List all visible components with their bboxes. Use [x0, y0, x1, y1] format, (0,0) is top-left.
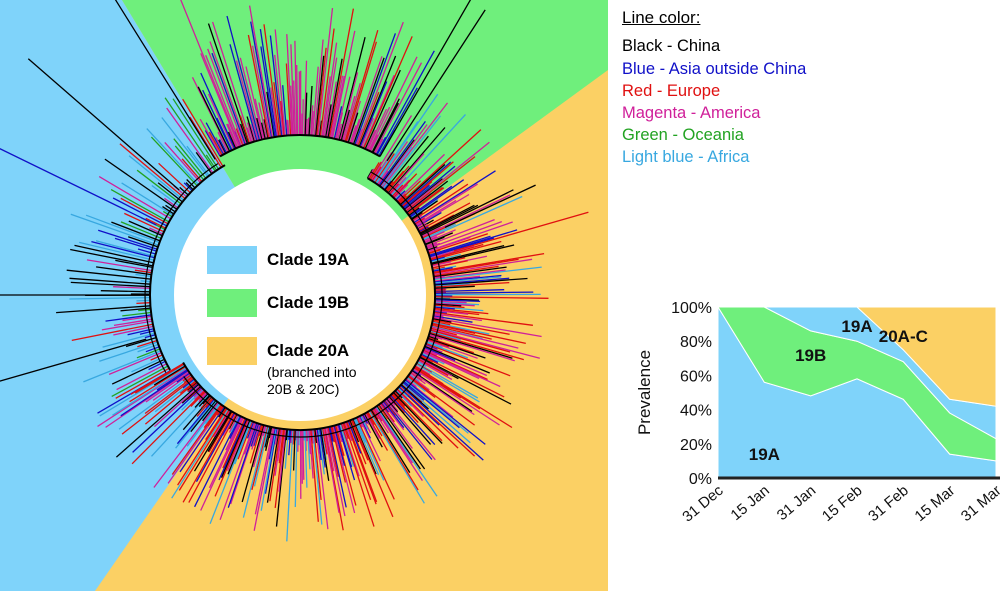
y-tick-label: 100%	[671, 300, 712, 317]
prevalence-area-chart: 0% 20% 40% 60% 80% 100% Prevalence 31 Dec 15 Jan…	[635, 300, 1000, 526]
area-series-20a-c-3	[718, 306, 997, 407]
legend-entry-europe: Red - Europe	[622, 82, 721, 100]
clade-20a-note: (branched into 20B & 20C)	[267, 364, 357, 398]
tree-branches	[0, 0, 589, 542]
y-axis-ticks: 0% 20% 40% 60% 80% 100%	[671, 300, 712, 488]
x-tick-label: 31 Feb	[865, 482, 912, 525]
area-labels: 19A 19B 19A 20A-C	[749, 317, 928, 464]
clade-19b-label: Clade 19B	[267, 293, 350, 312]
area-label: 19B	[795, 346, 826, 365]
clade-19b-swatch	[207, 289, 257, 317]
legend-entry-oceania: Green - Oceania	[622, 126, 744, 144]
clade-20a-label: Clade 20A	[267, 341, 350, 360]
y-tick-label: 40%	[680, 403, 712, 420]
clade-19a-swatch	[207, 246, 257, 274]
y-axis-label: Prevalence	[635, 350, 654, 435]
clade-20a-note-line-1: (branched into	[267, 364, 357, 380]
clade-20a-note-line-2: 20B & 20C)	[267, 381, 340, 397]
area-label: 20A-C	[879, 327, 928, 346]
legend-title: Line color:	[622, 8, 701, 27]
legend-entry-africa: Light blue - Africa	[622, 148, 750, 166]
x-tick-label: 31 Dec	[679, 482, 727, 526]
y-tick-label: 20%	[680, 437, 712, 454]
clade-19b-region	[122, 0, 608, 295]
phylogenetic-tree-panel: Clade 19A Clade 19B Clade 20A (branched …	[0, 0, 608, 591]
clade-20a-swatch	[207, 337, 257, 365]
area-label: 19A	[841, 317, 872, 336]
y-tick-label: 0%	[689, 471, 712, 488]
clade-19a-label: Clade 19A	[267, 250, 350, 269]
area-label: 19A	[749, 445, 780, 464]
x-axis-ticks: 31 Dec 15 Jan 31 Jan 15 Feb 31 Feb 15 Mar 31 M…	[679, 482, 1000, 526]
x-tick-label: 15 Jan	[727, 482, 772, 524]
x-tick-label: 31 Mar	[958, 482, 1000, 525]
legend-entry-america: Magenta - America	[622, 104, 761, 122]
x-tick-label: 15 Feb	[819, 482, 866, 525]
legend-entry-asia: Blue - Asia outside China	[622, 60, 807, 78]
y-tick-label: 80%	[680, 334, 712, 351]
y-tick-label: 60%	[680, 368, 712, 385]
phylogenetic-tree	[0, 0, 608, 591]
x-tick-label: 31 Jan	[774, 482, 819, 524]
legend-entry-china: Black - China	[622, 37, 721, 55]
x-tick-label: 15 Mar	[912, 482, 959, 525]
